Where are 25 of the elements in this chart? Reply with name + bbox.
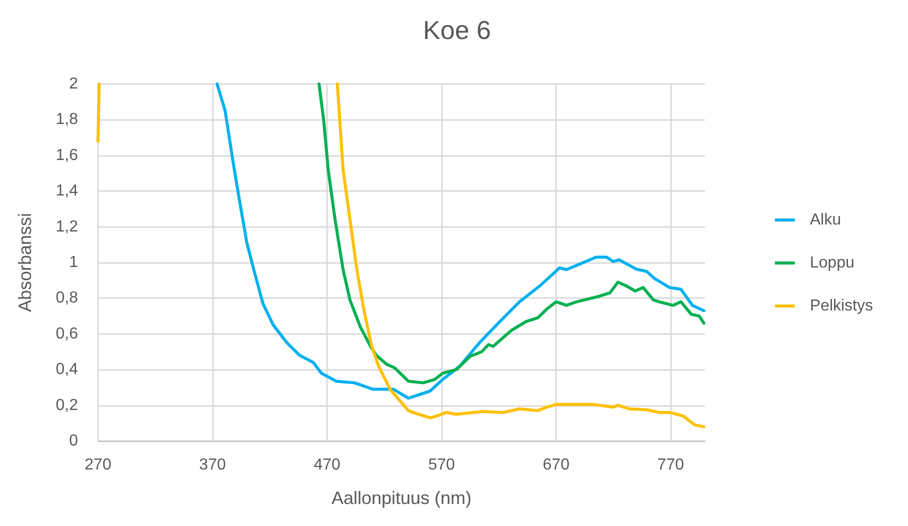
chart-title: Koe 6 xyxy=(423,15,491,45)
x-tick-label: 270 xyxy=(84,456,112,474)
legend-label: Alku xyxy=(810,212,841,228)
y-tick-label: 0,2 xyxy=(56,396,78,414)
y-tick-label: 1,4 xyxy=(56,182,78,200)
y-tick-label: 0 xyxy=(69,432,78,450)
x-tick-label: 470 xyxy=(314,456,340,474)
legend-label: Loppu xyxy=(810,254,854,272)
y-tick-label: 0,6 xyxy=(56,325,78,342)
x-axis-title: Aallonpituus (nm) xyxy=(331,488,472,508)
y-tick-label: 1,8 xyxy=(56,111,78,128)
y-tick-label: 0,8 xyxy=(56,290,78,307)
x-tick-label: 770 xyxy=(657,456,684,474)
y-tick-label: 1 xyxy=(69,254,78,271)
x-tick-label: 570 xyxy=(428,456,456,474)
y-tick-label: 0,4 xyxy=(56,361,78,378)
x-tick-label: 370 xyxy=(199,456,226,474)
y-tick-label: 2 xyxy=(69,76,78,92)
line-series xyxy=(318,82,706,384)
line-series xyxy=(216,82,706,400)
y-tick-label: 1,2 xyxy=(56,218,78,236)
y-axis-title: Absorbanssi xyxy=(15,212,35,312)
y-tick-label: 1,6 xyxy=(56,146,78,164)
x-tick-label: 670 xyxy=(542,456,570,474)
legend-label: Pelkistys xyxy=(810,298,873,314)
